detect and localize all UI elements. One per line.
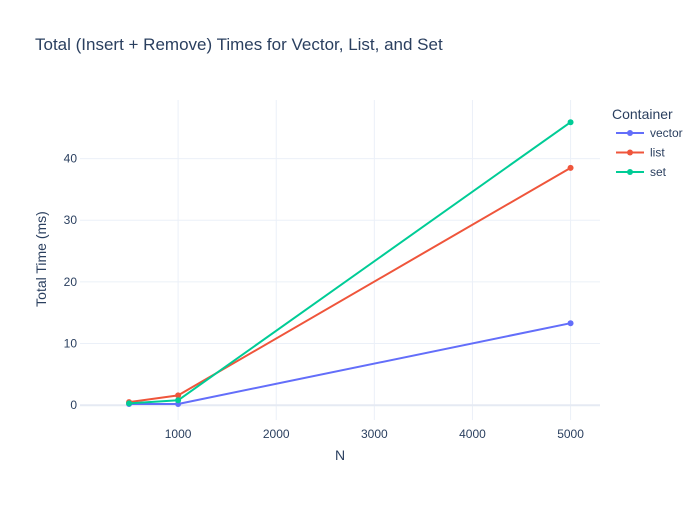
- legend-title: Container: [612, 106, 673, 122]
- legend-marker-vector: [627, 130, 633, 136]
- legend-marker-set: [627, 169, 633, 175]
- legend-marker-list: [627, 149, 633, 156]
- data-point-list: [175, 392, 182, 399]
- x-axis-title: N: [335, 447, 345, 463]
- data-point-set: [175, 397, 182, 404]
- series-line-vector: [128, 322, 572, 405]
- grid-layer: [80, 100, 600, 420]
- data-point-list: [567, 164, 574, 171]
- legend-item-list[interactable]: list: [616, 146, 665, 160]
- x-tick-label: 4000: [459, 427, 486, 441]
- y-tick-label: 10: [64, 337, 78, 351]
- legend-item-vector[interactable]: vector: [616, 126, 683, 140]
- data-point-set: [567, 119, 574, 126]
- series-line-set: [128, 121, 572, 405]
- series-layer: [126, 119, 574, 407]
- legend[interactable]: Container vector list set: [612, 106, 683, 179]
- y-tick-label: 20: [64, 275, 78, 289]
- y-axis-title: Total Time (ms): [33, 211, 49, 307]
- series-line-list: [128, 166, 572, 404]
- x-tick-label: 5000: [557, 427, 584, 441]
- data-point-vector: [567, 320, 574, 327]
- x-tick-label: 2000: [263, 427, 290, 441]
- y-tick-label: 30: [64, 213, 78, 227]
- data-point-set: [126, 400, 133, 407]
- legend-items: vector list set: [616, 126, 683, 179]
- legend-label-list: list: [650, 146, 665, 160]
- y-tick-label: 40: [64, 152, 78, 166]
- axis-layer: 1000 2000 3000 4000 5000 0 10 20 30 40: [64, 152, 585, 441]
- x-tick-label: 1000: [165, 427, 192, 441]
- x-tick-label: 3000: [361, 427, 388, 441]
- legend-label-set: set: [650, 165, 667, 179]
- legend-item-set[interactable]: set: [616, 165, 667, 179]
- chart-title: Total (Insert + Remove) Times for Vector…: [35, 35, 443, 54]
- y-tick-label: 0: [70, 398, 77, 412]
- legend-label-vector: vector: [650, 126, 683, 140]
